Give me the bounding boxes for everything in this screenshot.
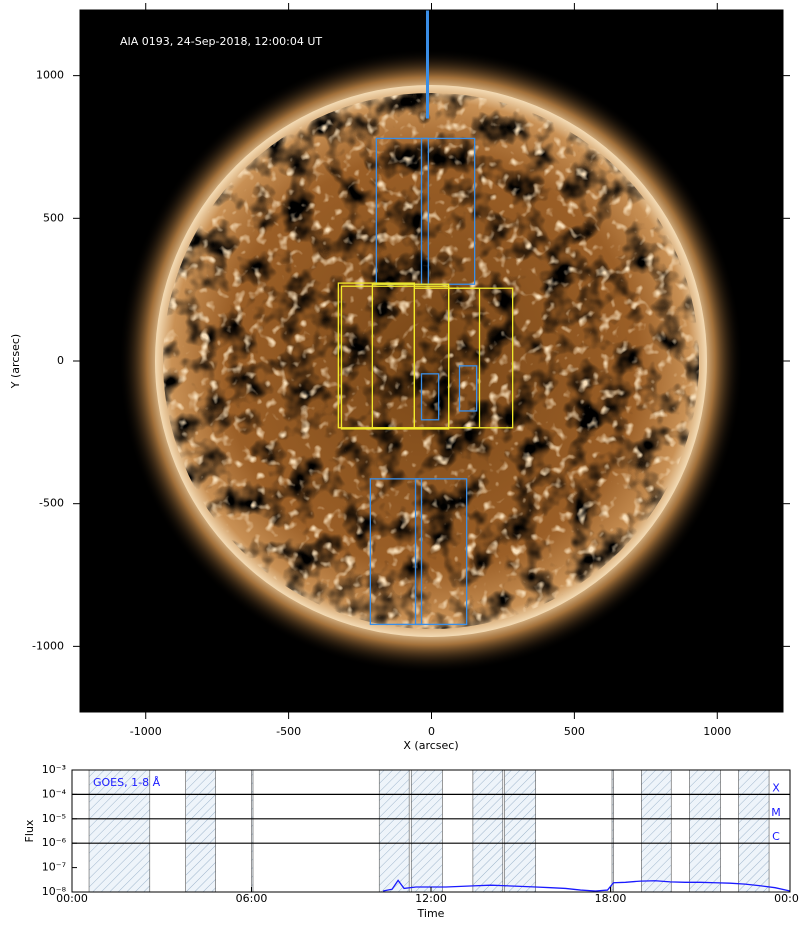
hatched-interval [641, 769, 672, 893]
y-tick-label: 10⁻⁶ [42, 836, 67, 849]
sun [119, 49, 743, 673]
hatched-interval [472, 769, 504, 893]
y-tick-label: 0 [57, 354, 64, 367]
hatched-interval [689, 769, 721, 893]
region-box [369, 478, 423, 626]
y-axis-label: Flux [23, 819, 36, 842]
hatched-interval [738, 769, 770, 893]
image-annotation: AIA 0193, 24-Sep-2018, 12:00:04 UT [120, 35, 322, 48]
x-tick-label: 12:00 [415, 892, 447, 905]
x-tick-label: 00:00 [774, 892, 799, 905]
hatched-interval [185, 769, 216, 893]
x-tick-label: 500 [564, 725, 585, 738]
x-tick-label: 1000 [703, 725, 731, 738]
y-tick-label: 10⁻⁷ [42, 861, 66, 874]
x-tick-label: 06:00 [236, 892, 268, 905]
class-label: M [771, 806, 781, 819]
x-axis-label: X (arcsec) [403, 739, 458, 752]
overlays [337, 10, 514, 626]
hatched-interval [611, 769, 614, 893]
hatched-interval [504, 769, 537, 893]
x-tick-label: 00:00 [56, 892, 88, 905]
region-box [458, 365, 478, 412]
x-tick-label: 18:00 [595, 892, 627, 905]
region-box [420, 373, 440, 421]
y-axis-label: Y (arcsec) [9, 334, 22, 389]
region-box [414, 478, 468, 626]
goes-plot [72, 769, 791, 893]
x-tick-label: -1000 [130, 725, 162, 738]
y-tick-label: 1000 [36, 69, 64, 82]
hatched-interval [251, 769, 254, 893]
bright-points [163, 93, 699, 629]
y-tick-label: 10⁻⁸ [42, 885, 67, 898]
y-tick-label: 10⁻⁴ [42, 787, 67, 800]
y-tick-label: 10⁻³ [42, 763, 66, 776]
hatched-interval [88, 769, 151, 893]
hatched-interval [378, 769, 410, 893]
class-label: C [772, 830, 780, 843]
hatched-interval [410, 769, 443, 893]
region-box [447, 287, 514, 429]
y-tick-label: -1000 [32, 639, 64, 652]
goes-annotation: GOES, 1-8 Å [93, 776, 161, 789]
x-tick-label: -500 [276, 725, 301, 738]
x-tick-label: 0 [428, 725, 435, 738]
x-axis-label: Time [417, 907, 445, 920]
y-tick-label: -500 [39, 497, 64, 510]
region-box [413, 287, 481, 429]
class-label: X [772, 781, 780, 794]
y-tick-label: 10⁻⁵ [42, 812, 66, 825]
y-tick-label: 500 [43, 211, 64, 224]
